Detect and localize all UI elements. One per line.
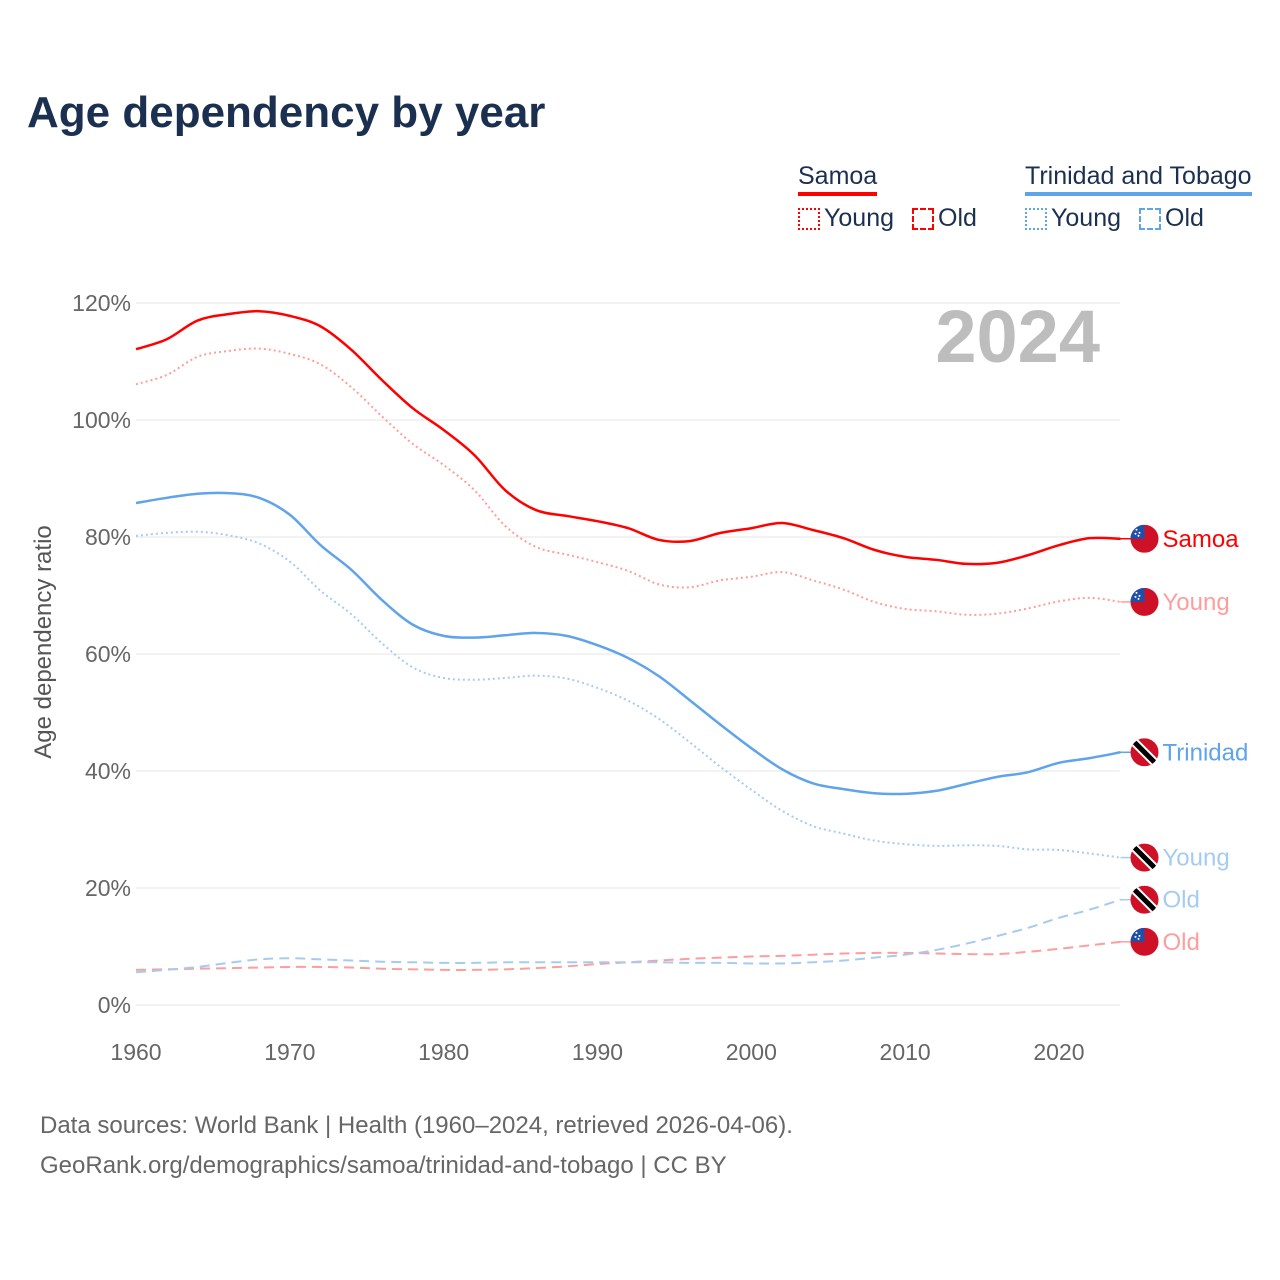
footer-link[interactable]: GeoRank.org/demographics/samoa/trinidad-… — [40, 1152, 727, 1179]
end-label: Samoa — [1163, 526, 1240, 553]
flag-star — [1138, 934, 1141, 937]
legend-group-trinidad: Trinidad and Tobago Young Old — [1025, 162, 1252, 233]
flag-body — [1130, 843, 1159, 872]
dashed-swatch-icon — [912, 207, 934, 230]
x-tick-label: 1990 — [572, 1039, 623, 1065]
flag-star — [1135, 591, 1138, 594]
legend-title-trinidad: Trinidad and Tobago — [1025, 162, 1252, 196]
y-tick-label: 100% — [72, 407, 131, 433]
flag-canton — [1130, 927, 1145, 942]
flag-star — [1138, 594, 1141, 597]
flag-body — [1130, 927, 1159, 956]
legend-label: Old — [938, 204, 977, 232]
trinidad-flag-icon — [1130, 738, 1159, 767]
flag-star — [1135, 528, 1138, 531]
samoa-flag-icon — [1130, 587, 1159, 616]
y-tick-label: 60% — [85, 641, 131, 667]
legend-item-trinidad-young[interactable]: Young — [1025, 204, 1121, 233]
flag-star — [1134, 595, 1137, 598]
samoa-flag-icon — [1130, 927, 1159, 956]
flag-stripe-black — [1130, 843, 1159, 872]
series-line-trinidad-and-tobago — [135, 491, 1121, 796]
x-tick-label: 2010 — [880, 1039, 931, 1065]
y-tick-label: 0% — [98, 992, 131, 1018]
footer: Data sources: World Bank | Health (1960–… — [40, 1106, 793, 1186]
x-tick-label: 1970 — [264, 1039, 315, 1065]
flag-star — [1137, 597, 1140, 600]
flag-star — [1137, 937, 1140, 940]
flag-body — [1130, 587, 1159, 616]
end-label: Old — [1163, 929, 1200, 956]
x-tick-label: 2020 — [1033, 1039, 1084, 1065]
legend-label: Young — [1051, 204, 1121, 232]
flag-star — [1138, 531, 1141, 534]
end-label: Young — [1163, 589, 1230, 616]
year-watermark: 2024 — [935, 295, 1100, 378]
flag-canton — [1130, 587, 1145, 602]
y-tick-label: 80% — [85, 524, 131, 550]
x-tick-label: 1980 — [418, 1039, 469, 1065]
flag-stripe-black — [1130, 738, 1159, 767]
flag-body — [1130, 524, 1159, 553]
footer-source: Data sources: World Bank | Health (1960–… — [40, 1112, 793, 1139]
trinidad-flag-icon — [1130, 843, 1159, 872]
y-tick-label: 20% — [85, 875, 131, 901]
series-line-trinidad-and-tobago-old — [135, 898, 1121, 974]
flag-star — [1137, 534, 1140, 537]
flag-star — [1135, 931, 1138, 934]
chart-title: Age dependency by year — [27, 88, 546, 137]
legend-item-samoa-young[interactable]: Young — [798, 204, 894, 233]
samoa-flag-icon — [1130, 524, 1159, 553]
legend-label: Young — [824, 204, 894, 232]
series-line-samoa-old — [135, 940, 1121, 971]
flag-body — [1130, 738, 1159, 767]
series-line-samoa-young — [135, 347, 1121, 616]
legend-label: Old — [1165, 204, 1204, 232]
legend-item-samoa-old[interactable]: Old — [912, 204, 977, 233]
trinidad-flag-icon — [1130, 885, 1159, 914]
flag-stripe-black — [1130, 885, 1159, 914]
series-line-samoa — [135, 309, 1121, 566]
x-tick-label: 2000 — [726, 1039, 777, 1065]
legend-item-trinidad-old[interactable]: Old — [1139, 204, 1204, 233]
dotted-swatch-icon — [1025, 207, 1047, 230]
dotted-swatch-icon — [798, 207, 820, 230]
series-line-trinidad-and-tobago-young — [135, 530, 1121, 859]
flag-canton — [1130, 524, 1145, 539]
end-label: Young — [1163, 845, 1230, 872]
dashed-swatch-icon — [1139, 207, 1161, 230]
y-tick-label: 40% — [85, 758, 131, 784]
legend-title-samoa: Samoa — [798, 162, 878, 196]
end-label: Trinidad — [1163, 739, 1249, 766]
legend-group-samoa: Samoa Young Old — [798, 162, 977, 233]
end-label: Old — [1163, 887, 1200, 914]
y-axis-label: Age dependency ratio — [30, 525, 57, 759]
x-tick-label: 1960 — [110, 1039, 161, 1065]
y-tick-label: 120% — [72, 290, 131, 316]
flag-star — [1134, 532, 1137, 535]
flag-star — [1134, 935, 1137, 938]
flag-body — [1130, 885, 1159, 914]
